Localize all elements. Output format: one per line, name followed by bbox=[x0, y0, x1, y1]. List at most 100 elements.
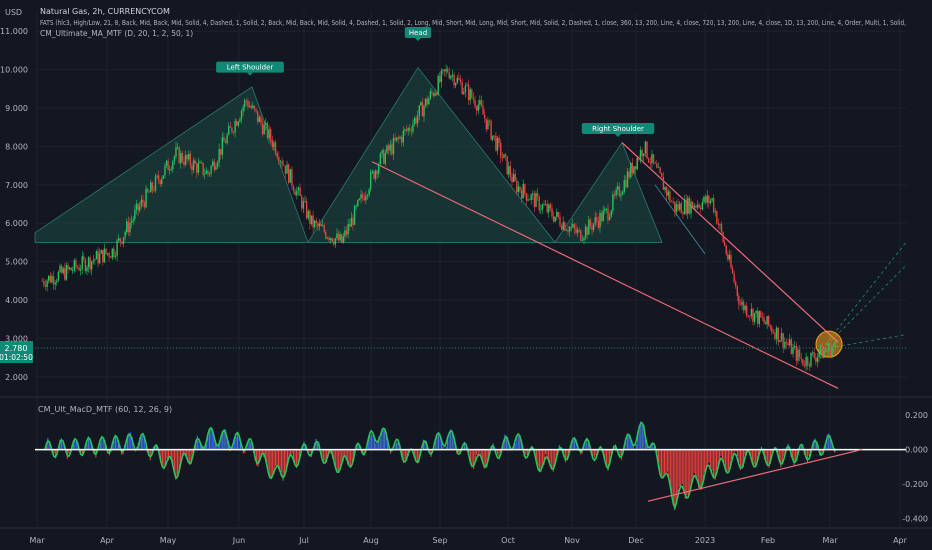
candle-up bbox=[48, 275, 50, 281]
candle-up bbox=[554, 216, 556, 222]
price-tick-label: 9.000 bbox=[5, 104, 28, 113]
candle-up bbox=[258, 116, 261, 122]
candle-up bbox=[140, 199, 143, 206]
candle-up bbox=[630, 162, 632, 178]
candle-up bbox=[709, 200, 712, 204]
candle-down bbox=[509, 166, 512, 177]
candle-up bbox=[129, 222, 131, 233]
candle-down bbox=[448, 72, 450, 79]
currency-label: USD bbox=[5, 8, 22, 17]
candle-up bbox=[811, 352, 814, 354]
candle-up bbox=[321, 225, 324, 227]
candle-down bbox=[256, 111, 259, 122]
candle-down bbox=[274, 142, 277, 154]
candle-up bbox=[106, 253, 109, 254]
candle-up bbox=[65, 265, 68, 280]
candle-up bbox=[135, 203, 138, 210]
candle-up bbox=[463, 91, 465, 95]
candle-up bbox=[535, 193, 537, 207]
candle-down bbox=[345, 230, 348, 235]
price-tick-label: 7.000 bbox=[5, 181, 28, 190]
candle-up bbox=[248, 106, 251, 108]
candle-up bbox=[296, 190, 298, 196]
candle-down bbox=[485, 118, 487, 130]
candle-down bbox=[815, 357, 817, 362]
candle-up bbox=[334, 238, 337, 245]
candle-down bbox=[331, 238, 333, 242]
candle-up bbox=[719, 224, 721, 225]
candle-up bbox=[216, 162, 219, 167]
candle-down bbox=[60, 265, 63, 273]
candle-up bbox=[728, 255, 731, 260]
candle-up bbox=[572, 224, 574, 228]
candle-up bbox=[370, 172, 372, 190]
candle-up bbox=[522, 184, 524, 199]
pattern-label-pointer bbox=[415, 38, 421, 42]
candle-down bbox=[400, 136, 403, 143]
candle-down bbox=[575, 228, 577, 233]
candle-down bbox=[291, 169, 293, 187]
candle-down bbox=[564, 222, 566, 231]
candle-up bbox=[366, 194, 369, 197]
candle-down bbox=[688, 197, 691, 214]
candle-down bbox=[191, 165, 193, 171]
candle-down bbox=[67, 265, 69, 270]
candle-up bbox=[130, 220, 133, 223]
candle-down bbox=[578, 230, 580, 231]
candle-down bbox=[278, 156, 280, 162]
candle-up bbox=[204, 174, 206, 175]
candle-down bbox=[552, 216, 555, 222]
candle-down bbox=[716, 211, 718, 224]
candle-down bbox=[113, 248, 115, 257]
candle-up bbox=[711, 198, 713, 201]
candle-down bbox=[75, 260, 77, 268]
candle-up bbox=[605, 208, 608, 210]
time-tick-label: Jul bbox=[298, 536, 309, 545]
candle-up bbox=[310, 215, 313, 225]
candle-down bbox=[752, 308, 754, 322]
candle-up bbox=[371, 171, 374, 173]
candle-down bbox=[292, 186, 295, 192]
candle-down bbox=[352, 217, 354, 225]
candle-down bbox=[600, 212, 603, 222]
candle-down bbox=[646, 141, 648, 159]
candle-up bbox=[386, 145, 388, 154]
candle-up bbox=[68, 267, 71, 270]
candle-up bbox=[583, 237, 585, 240]
candle-down bbox=[271, 140, 274, 147]
candle-up bbox=[623, 180, 625, 192]
candle-down bbox=[317, 222, 319, 227]
candle-up bbox=[347, 224, 349, 235]
price-badge-value: 2.780 bbox=[5, 344, 28, 353]
candle-down bbox=[373, 171, 375, 179]
candle-up bbox=[184, 154, 187, 165]
candle-up bbox=[168, 169, 171, 171]
candle-down bbox=[224, 141, 227, 144]
candle-up bbox=[175, 147, 177, 157]
candle-down bbox=[654, 162, 656, 164]
candle-down bbox=[108, 253, 110, 257]
candle-up bbox=[416, 115, 419, 124]
candle-down bbox=[567, 230, 569, 232]
candle-down bbox=[771, 327, 773, 333]
candle-up bbox=[381, 149, 383, 154]
candle-down bbox=[727, 254, 729, 260]
candle-up bbox=[824, 350, 827, 352]
candle-up bbox=[617, 186, 619, 190]
candle-up bbox=[834, 341, 836, 346]
macd-tick-label: -0.200 bbox=[902, 480, 928, 489]
candle-up bbox=[92, 260, 95, 262]
candle-up bbox=[584, 226, 587, 238]
candle-down bbox=[483, 114, 486, 119]
candle-down bbox=[652, 154, 655, 163]
candle-down bbox=[480, 100, 483, 106]
candle-down bbox=[698, 204, 700, 208]
candle-up bbox=[94, 259, 96, 261]
candle-down bbox=[458, 77, 460, 80]
candle-down bbox=[409, 127, 411, 131]
candle-up bbox=[667, 191, 669, 196]
candle-down bbox=[276, 153, 278, 157]
candle-up bbox=[651, 154, 653, 164]
candle-down bbox=[446, 68, 449, 73]
candle-up bbox=[197, 163, 200, 173]
